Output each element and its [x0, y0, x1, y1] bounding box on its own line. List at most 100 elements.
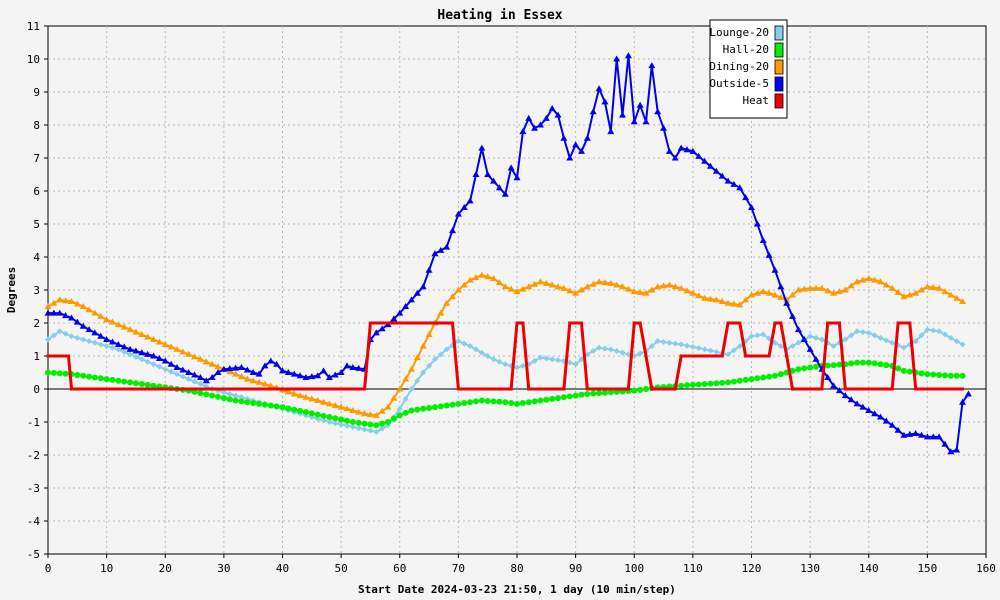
data-point: [161, 340, 169, 347]
data-point: [937, 387, 941, 391]
data-point: [554, 111, 562, 118]
data-point: [572, 361, 579, 368]
legend-swatch-outside-5: [774, 76, 784, 92]
data-point: [953, 372, 960, 379]
data-point: [349, 406, 357, 413]
data-point: [222, 387, 226, 391]
data-point: [566, 154, 574, 161]
y-tick-label: -1: [27, 416, 40, 429]
data-point: [953, 294, 961, 301]
data-point: [115, 346, 122, 353]
data-point: [513, 288, 521, 295]
data-point: [62, 312, 70, 319]
data-point: [574, 321, 578, 325]
data-point: [467, 343, 474, 350]
data-point: [468, 387, 472, 391]
data-point: [883, 362, 890, 369]
data-point: [120, 343, 128, 350]
data-point: [138, 331, 146, 338]
data-point: [900, 293, 908, 300]
data-point: [847, 282, 855, 289]
data-point: [736, 184, 744, 191]
data-point: [91, 329, 99, 336]
data-point: [619, 283, 627, 290]
data-point: [269, 387, 273, 391]
data-point: [941, 440, 949, 447]
data-point: [121, 378, 128, 385]
data-point: [648, 286, 656, 293]
data-point: [103, 336, 111, 342]
data-point: [73, 318, 81, 325]
data-point: [337, 403, 345, 410]
data-point: [812, 284, 820, 291]
data-point: [279, 367, 286, 374]
data-point: [672, 340, 679, 347]
data-point: [855, 387, 859, 391]
data-point: [830, 382, 838, 389]
data-point: [214, 369, 222, 375]
data-point: [548, 281, 556, 288]
data-point: [85, 306, 93, 313]
data-point: [249, 369, 257, 375]
data-point: [495, 184, 503, 191]
data-point: [110, 387, 114, 391]
data-point: [173, 364, 181, 371]
data-point: [837, 321, 841, 325]
data-point: [209, 392, 216, 399]
data-point: [426, 362, 433, 369]
data-point: [267, 402, 274, 409]
data-point: [338, 416, 345, 423]
data-point: [859, 276, 867, 283]
data-point: [732, 321, 736, 325]
data-point: [867, 387, 871, 391]
data-point: [613, 55, 621, 62]
data-point: [888, 284, 896, 291]
data-point: [480, 387, 484, 391]
data-point: [882, 281, 890, 288]
data-point: [396, 309, 404, 316]
data-point: [695, 381, 702, 388]
data-point: [461, 340, 468, 347]
data-point: [847, 396, 855, 403]
data-point: [426, 404, 433, 411]
data-point: [81, 387, 85, 391]
data-point: [748, 333, 755, 340]
data-point: [742, 194, 750, 201]
data-point: [431, 250, 439, 257]
data-point: [555, 357, 562, 364]
data-point: [677, 284, 685, 291]
data-point: [536, 121, 544, 128]
data-point: [127, 351, 134, 358]
data-point: [665, 281, 673, 288]
data-point: [636, 101, 644, 108]
data-point: [744, 354, 748, 358]
data-point: [355, 425, 362, 432]
data-point: [889, 339, 896, 346]
data-point: [595, 85, 603, 92]
y-tick-label: 1: [33, 350, 40, 363]
data-point: [56, 309, 64, 316]
data-point: [613, 348, 620, 355]
data-point: [257, 387, 261, 391]
data-point: [79, 303, 87, 309]
data-point: [86, 373, 93, 380]
data-point: [478, 397, 485, 404]
data-point: [712, 296, 720, 303]
data-point: [501, 190, 509, 197]
data-point: [560, 284, 568, 291]
data-point: [789, 312, 797, 319]
x-tick-label: 20: [159, 562, 172, 575]
data-point: [959, 372, 966, 379]
data-point: [936, 328, 943, 335]
y-tick-label: 8: [33, 119, 40, 132]
data-point: [390, 394, 398, 401]
data-point: [58, 354, 62, 358]
data-point: [302, 393, 310, 400]
data-point: [310, 387, 314, 391]
x-tick-label: 160: [976, 562, 996, 575]
data-point: [484, 397, 491, 404]
data-point: [208, 360, 216, 367]
data-point: [331, 402, 339, 408]
data-point: [386, 321, 390, 325]
data-point: [349, 423, 356, 430]
